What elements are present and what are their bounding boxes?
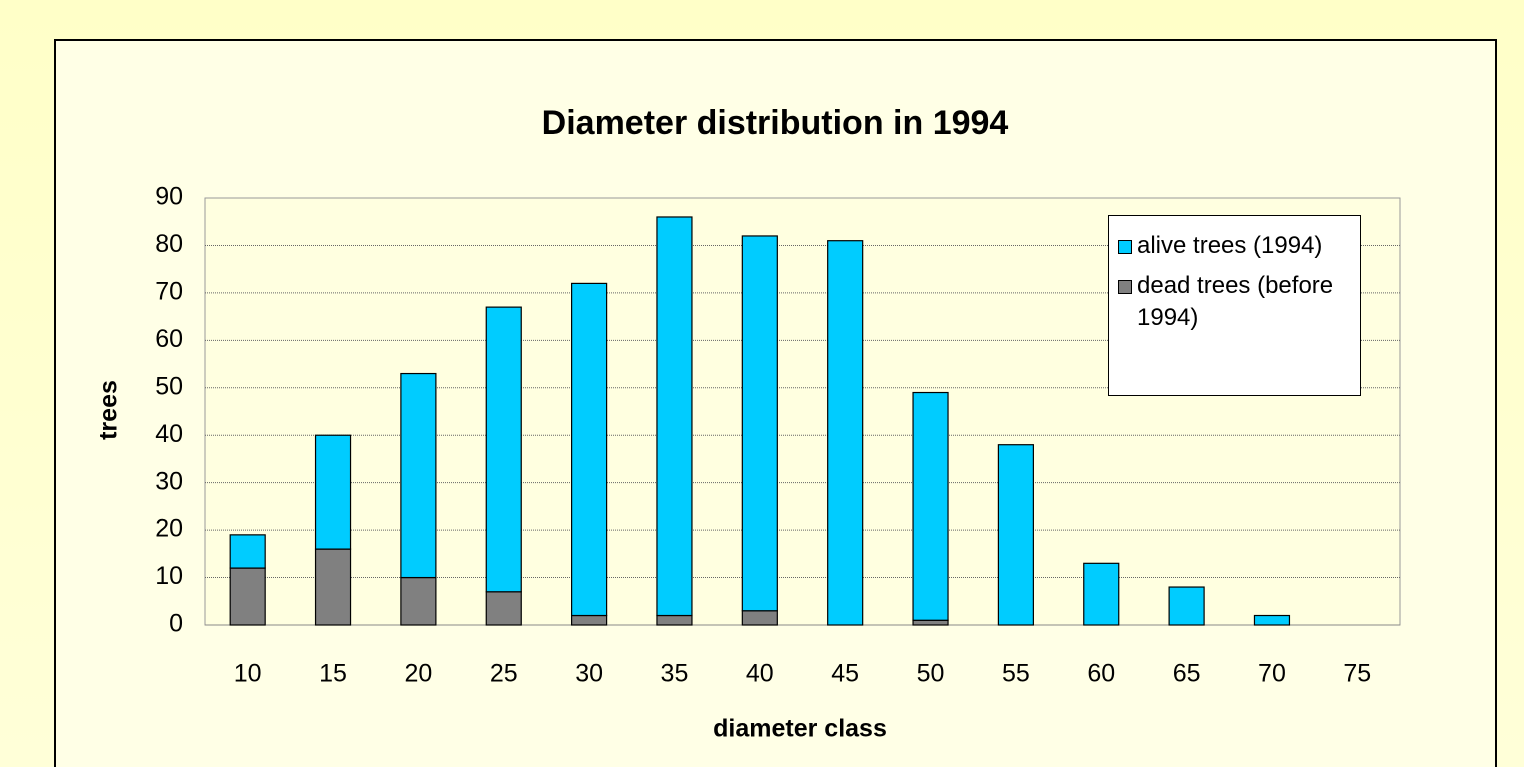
bar — [400, 576, 437, 626]
legend-swatch — [1118, 280, 1132, 294]
bar — [571, 614, 608, 626]
bar — [656, 614, 693, 626]
x-tick-label: 65 — [1173, 660, 1201, 688]
x-tick-label: 70 — [1258, 660, 1286, 688]
bar — [741, 610, 778, 626]
x-tick-label: 25 — [490, 660, 518, 688]
x-tick-label: 30 — [575, 660, 603, 688]
bar — [997, 444, 1034, 626]
bar — [656, 216, 693, 617]
legend: alive trees (1994) dead trees (before 199… — [1108, 215, 1361, 396]
bar — [912, 391, 949, 621]
x-tick-label: 50 — [917, 660, 945, 688]
y-tick-label: 40 — [155, 420, 183, 448]
bar — [912, 619, 949, 626]
bar — [571, 282, 608, 617]
bar — [827, 240, 864, 626]
legend-entry: alive trees (1994) — [1118, 230, 1337, 262]
y-tick-label: 0 — [169, 610, 183, 638]
y-tick-label: 50 — [155, 372, 183, 400]
bar — [485, 306, 522, 593]
y-tick-label: 60 — [155, 325, 183, 353]
bar — [1253, 614, 1291, 626]
y-tick-label: 20 — [155, 515, 183, 543]
bar — [229, 534, 266, 569]
chart-title: Diameter distribution in 1994 — [542, 104, 1009, 142]
bar — [485, 591, 522, 626]
y-tick-label: 80 — [155, 230, 183, 258]
legend-entry: dead trees (before 1994) — [1118, 270, 1337, 334]
x-axis-label: diameter class — [713, 715, 887, 743]
y-tick-label: 70 — [155, 277, 183, 305]
y-axis-label: trees — [95, 380, 123, 440]
y-tick-label: 30 — [155, 467, 183, 495]
x-tick-label: 55 — [1002, 660, 1030, 688]
x-tick-label: 35 — [661, 660, 689, 688]
x-tick-label: 75 — [1343, 660, 1371, 688]
bar — [314, 434, 352, 550]
bar — [400, 372, 437, 579]
bar — [229, 567, 266, 626]
x-tick-label: 40 — [746, 660, 774, 688]
legend-swatch — [1118, 240, 1132, 254]
x-tick-label: 45 — [831, 660, 859, 688]
bar — [1083, 562, 1120, 626]
x-tick-label: 60 — [1087, 660, 1115, 688]
x-tick-label: 10 — [234, 660, 262, 688]
y-tick-label: 90 — [155, 183, 183, 211]
bar — [741, 235, 778, 612]
legend-label: alive trees (1994) — [1137, 232, 1323, 259]
y-tick-label: 10 — [155, 562, 183, 590]
legend-label: dead trees (before 1994) — [1137, 272, 1334, 331]
bar — [1168, 586, 1205, 626]
bar — [314, 548, 352, 626]
x-tick-label: 15 — [319, 660, 347, 688]
x-tick-label: 20 — [404, 660, 432, 688]
